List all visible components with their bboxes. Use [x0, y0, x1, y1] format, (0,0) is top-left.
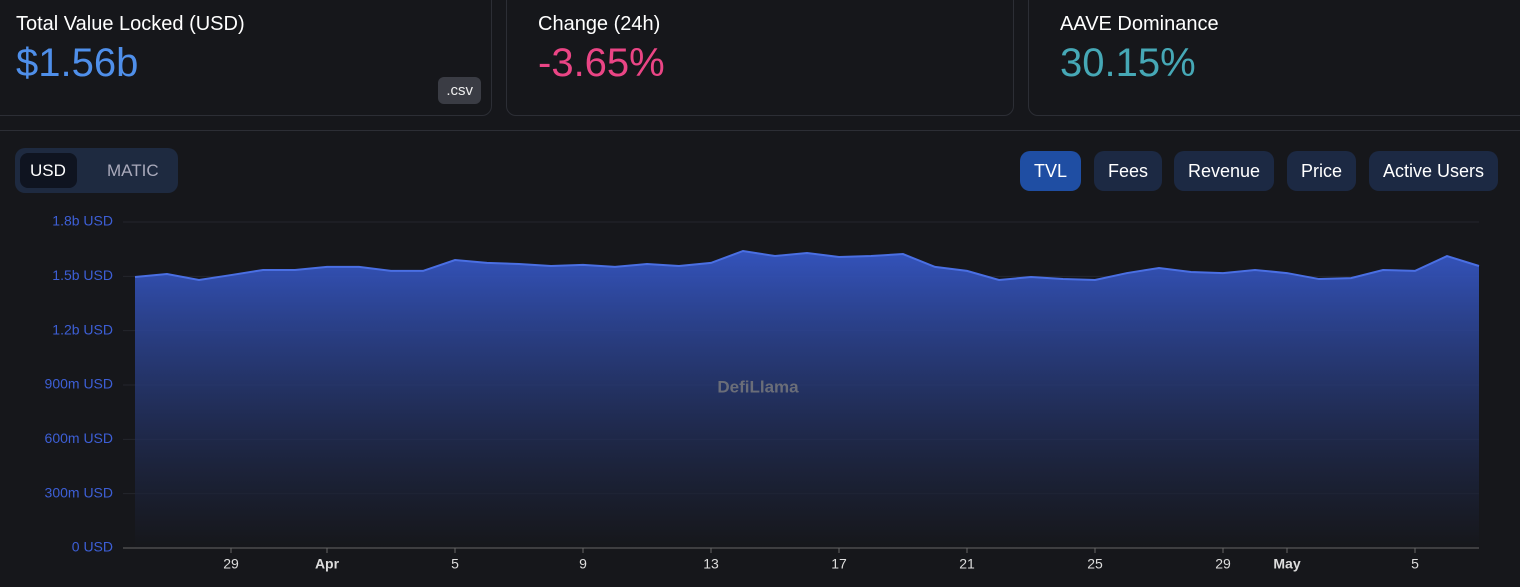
x-tick-label: 5: [1411, 556, 1419, 572]
x-tick-label: 29: [1215, 556, 1231, 572]
area: [135, 250, 1479, 548]
y-tick-label: 0 USD: [72, 539, 113, 555]
csv-button[interactable]: .csv: [438, 77, 481, 104]
stat-card: Total Value Locked (USD) $1.56b .csv: [0, 0, 492, 116]
stat-label: Change (24h): [538, 13, 661, 35]
metric-button[interactable]: Revenue: [1174, 151, 1275, 191]
x-tick-label: 25: [1087, 556, 1103, 572]
metric-button[interactable]: TVL: [1020, 151, 1082, 191]
toggle-option[interactable]: MATIC: [107, 161, 159, 180]
stat-label: Total Value Locked (USD): [16, 13, 245, 35]
metric-button[interactable]: Price: [1287, 151, 1357, 191]
x-tick-label: May: [1273, 556, 1300, 572]
button-label: .csv: [446, 82, 473, 99]
line: [134, 249, 1480, 281]
denomination-toggle: USD MATIC: [15, 148, 178, 193]
metric-button[interactable]: Active Users: [1369, 151, 1499, 191]
stat-label: AAVE Dominance: [1060, 13, 1219, 35]
stat-value: 30.15%: [1060, 41, 1196, 85]
x-tick-label: 5: [451, 556, 459, 572]
toggle-option[interactable]: USD: [30, 161, 66, 180]
x-tick-label: Apr: [315, 556, 340, 572]
y-tick-label: 300m USD: [45, 484, 113, 500]
y-tick-label: 600m USD: [45, 430, 113, 446]
stat-card: AAVE Dominance 30.15%: [1028, 0, 1520, 116]
watermark: DefiLlama: [717, 377, 799, 396]
y-tick-label: 1.5b USD: [52, 267, 113, 283]
metric-button[interactable]: Fees: [1094, 151, 1163, 191]
y-tick-label: 1.2b USD: [52, 321, 113, 337]
y-tick-label: 1.8b USD: [52, 213, 113, 229]
y-tick-label: 900m USD: [45, 376, 113, 392]
stat-value: -3.65%: [538, 41, 665, 85]
stat-value: $1.56b: [16, 41, 139, 85]
x-tick-label: 21: [959, 556, 975, 572]
divider: [0, 130, 1520, 131]
x-tick-label: 17: [831, 556, 847, 572]
x-tick-label: 9: [579, 556, 587, 572]
x-tick-label: 13: [703, 556, 719, 572]
stat-card: Change (24h) -3.65%: [506, 0, 1014, 116]
x-tick-label: 29: [223, 556, 239, 572]
toggle-selected: [20, 153, 77, 188]
